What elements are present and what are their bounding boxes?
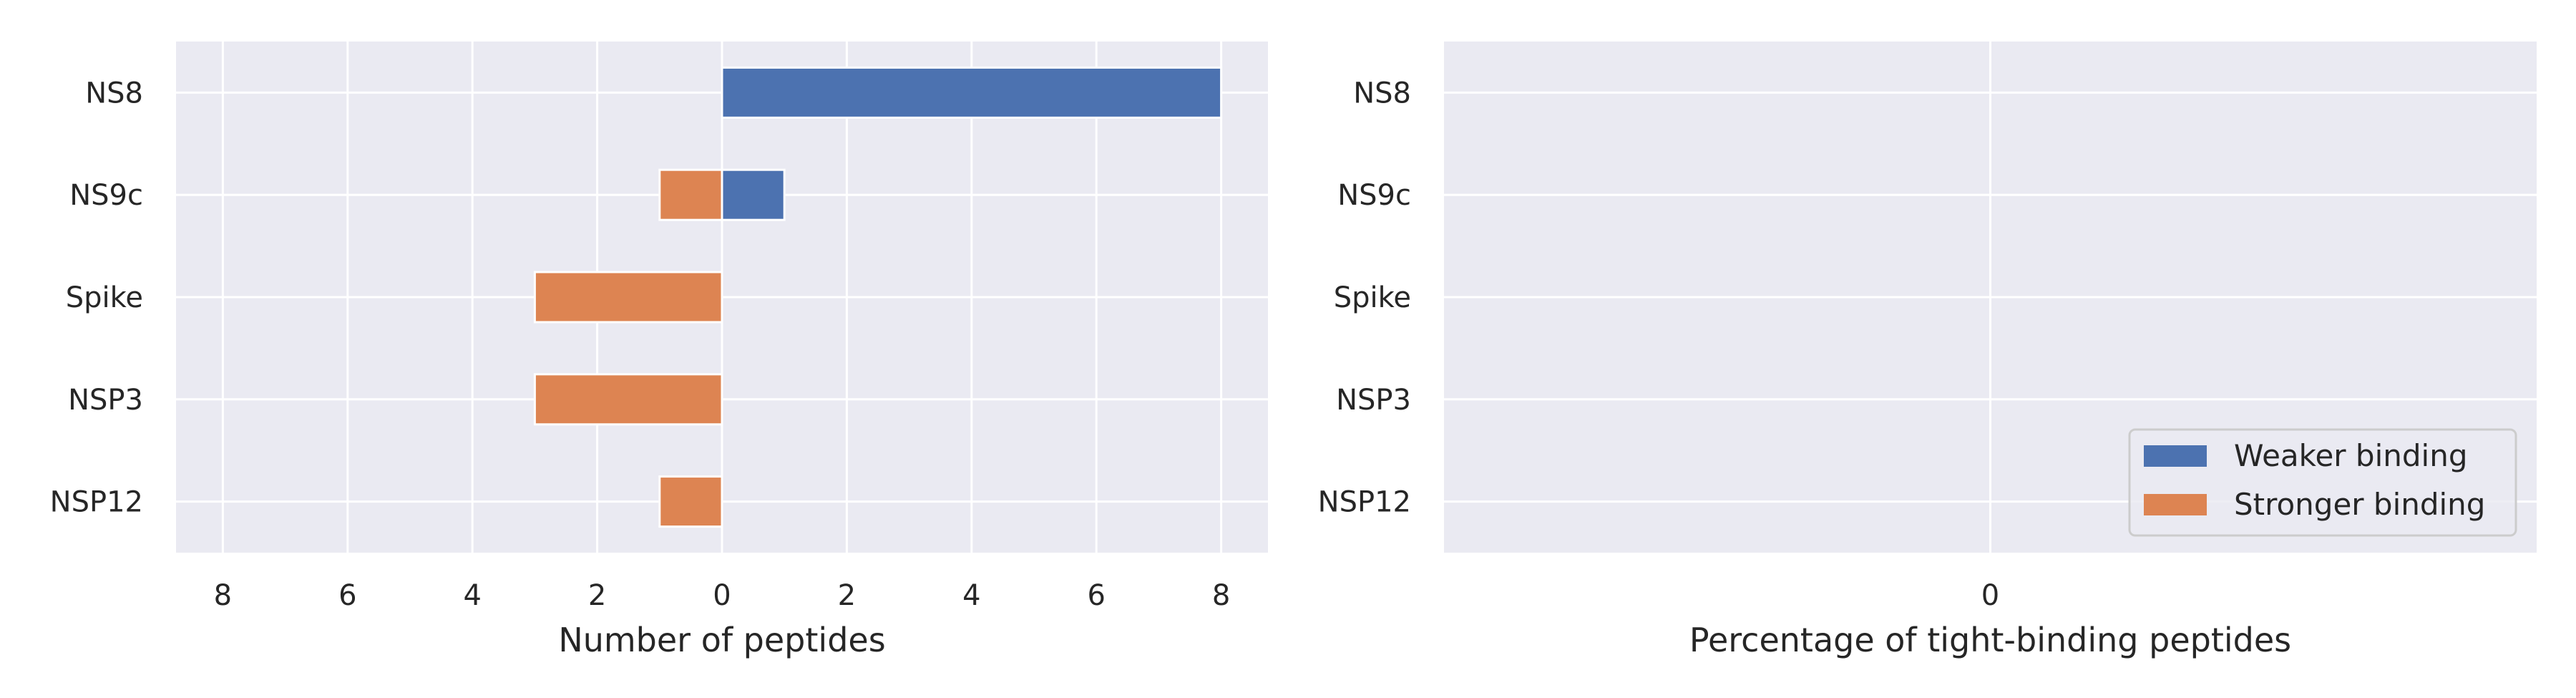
- y-tick-label: Spike: [1334, 281, 1411, 314]
- x-tick-label: 8: [214, 579, 232, 612]
- x-tick-label: 0: [1981, 579, 1999, 612]
- right-x-tick-labels: 0: [1981, 579, 1999, 612]
- left-bars: [533, 66, 1223, 528]
- bar-stronger-binding: [658, 168, 723, 221]
- left-y-tick-labels: NS8 NS9c Spike NSP3 NSP12: [50, 77, 143, 518]
- left-x-axis-label: Number of peptides: [558, 621, 885, 659]
- right-y-tick-labels: NS8 NS9c Spike NSP3 NSP12: [1318, 77, 1411, 518]
- right-x-axis-label: Percentage of tight-binding peptides: [1689, 621, 2291, 659]
- right-chart-panel: NS8 NS9c Spike NSP3 NSP12 0 Percentage of ti…: [1318, 42, 2537, 659]
- x-tick-label: 4: [962, 579, 980, 612]
- legend-swatch-weaker: [2144, 445, 2207, 467]
- left-chart-panel: NS8 NS9c Spike NSP3 NSP12 8 6 4 2 0 2 4 6 8 Number o…: [50, 42, 1268, 659]
- x-tick-label: 4: [463, 579, 481, 612]
- y-tick-label: NS9c: [69, 179, 143, 212]
- x-tick-label: 2: [588, 579, 606, 612]
- x-tick-label: 6: [1087, 579, 1105, 612]
- y-tick-label: Spike: [66, 281, 143, 314]
- y-tick-label: NSP12: [50, 486, 143, 519]
- legend-label-weaker: Weaker binding: [2234, 438, 2467, 473]
- bar-weaker-binding: [721, 66, 1223, 119]
- x-tick-label: 0: [713, 579, 731, 612]
- bar-stronger-binding: [533, 271, 723, 324]
- y-tick-label: NS8: [85, 77, 143, 110]
- x-tick-label: 8: [1212, 579, 1230, 612]
- bar-weaker-binding: [721, 168, 786, 221]
- bar-stronger-binding: [658, 475, 723, 528]
- x-tick-label: 2: [838, 579, 856, 612]
- y-tick-label: NSP3: [1336, 384, 1411, 417]
- legend-frame: [2128, 428, 2517, 537]
- y-tick-label: NSP12: [1318, 486, 1411, 519]
- y-tick-label: NS8: [1353, 77, 1411, 110]
- left-x-tick-labels: 8 6 4 2 0 2 4 6 8: [214, 579, 1231, 612]
- legend-label-stronger: Stronger binding: [2234, 487, 2485, 522]
- x-tick-label: 6: [338, 579, 356, 612]
- bar-stronger-binding: [533, 373, 723, 426]
- legend-swatch-stronger: [2144, 494, 2207, 515]
- y-tick-label: NS9c: [1337, 179, 1411, 212]
- y-tick-label: NSP3: [68, 384, 143, 417]
- legend: Weaker binding Stronger binding: [2128, 428, 2517, 537]
